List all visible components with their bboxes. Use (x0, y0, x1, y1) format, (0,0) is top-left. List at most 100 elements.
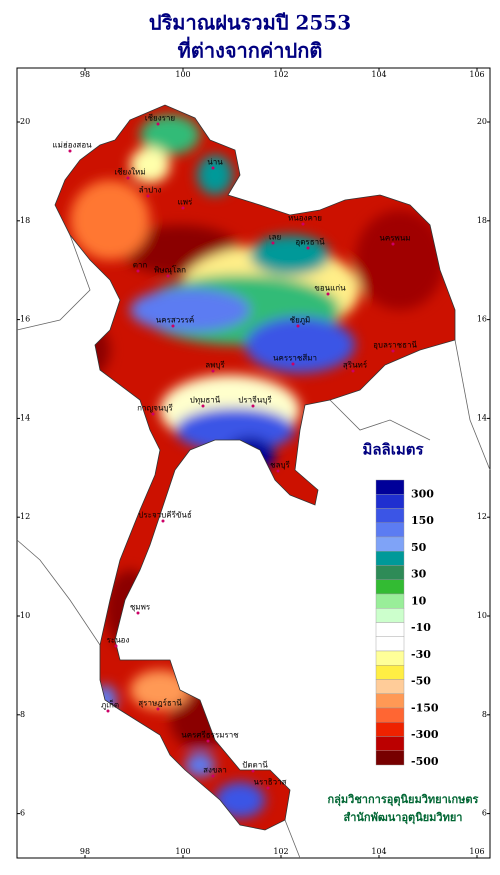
station-dot (106, 709, 110, 713)
legend-swatch (375, 593, 405, 609)
station-dot (211, 369, 215, 373)
place-label: แพร่ (178, 198, 193, 207)
lat-tick-label: 10 (477, 611, 487, 620)
place-label: อุบลราชธานี (373, 341, 417, 350)
lon-tick-label: 104 (371, 70, 386, 79)
station-dot (251, 769, 255, 773)
lat-tick-label: 12 (20, 512, 30, 521)
legend-swatch (375, 551, 405, 566)
lat-tick-label: 8 (482, 710, 487, 719)
place-label: เลย (269, 233, 281, 242)
station-dot (306, 246, 310, 250)
legend-label: 150 (411, 514, 434, 527)
station-dot (291, 362, 295, 366)
legend-label: 30 (411, 568, 427, 581)
legend-label: 50 (411, 541, 427, 554)
legend-label: -150 (411, 701, 439, 714)
station-dot (156, 707, 160, 711)
legend-label: 10 (411, 594, 427, 607)
lat-tick-label: 12 (477, 512, 487, 521)
place-label: ลพบุรี (205, 361, 225, 370)
station-dot (171, 324, 175, 328)
subtitle: ที่ต่างจากค่าปกติ (178, 36, 323, 63)
lat-tick-label: 16 (20, 315, 30, 324)
station-dot (326, 292, 330, 296)
lat-tick-label: 18 (20, 216, 30, 225)
place-label: ปทุมธานี (190, 396, 221, 405)
lat-tick-label: 18 (477, 216, 487, 225)
station-dot (301, 222, 305, 226)
lat-tick-label: 10 (20, 611, 30, 620)
lon-tick-label: 106 (469, 70, 484, 79)
station-dot (211, 774, 215, 778)
lat-tick-label: 8 (20, 710, 25, 719)
legend-swatch (375, 665, 405, 680)
station-dot (251, 404, 255, 408)
legend-swatch (375, 565, 405, 580)
place-label: เชียงราย (145, 114, 175, 123)
lon-tick-label: 100 (175, 847, 190, 856)
legend-swatch (375, 707, 405, 723)
lat-tick-label: 6 (20, 809, 25, 818)
station-dot (391, 242, 395, 246)
legend-swatch (375, 579, 405, 595)
station-dot (161, 519, 165, 523)
station-dot (126, 176, 130, 180)
legend-label: -10 (411, 621, 431, 634)
station-dot (211, 166, 215, 170)
station-dot (206, 739, 210, 743)
legend-swatch (375, 679, 405, 694)
place-label: สงขลา (203, 766, 227, 775)
place-label: เชียงใหม่ (114, 168, 145, 177)
station-dot (201, 404, 205, 408)
place-label: ประจวบคีรีขันธ์ (138, 510, 192, 520)
place-label: ชัยภูมิ (290, 316, 311, 326)
footer-line: กลุ่มวิชาการอุตุนิยมวิทยาเกษตร (328, 793, 479, 807)
legend-swatch (375, 650, 405, 666)
legend-title: มิลลิเมตร (362, 441, 424, 459)
place-label: นครพนม (379, 234, 410, 243)
neighbour-borders (16, 234, 491, 859)
place-label: นครศรีธรรมราช (181, 731, 239, 740)
legend-swatch (375, 750, 405, 766)
place-label: ตาก (133, 261, 148, 270)
place-label: แม่ฮ่องสอน (52, 141, 92, 150)
lat-tick-label: 20 (20, 117, 30, 126)
station-dot (351, 369, 355, 373)
legend-swatch (375, 494, 405, 509)
legend-swatch (375, 522, 405, 538)
legend-swatch (375, 722, 405, 737)
lon-tick-label: 98 (80, 847, 90, 856)
lat-tick-label: 16 (477, 315, 487, 324)
place-label: ลำปาง (139, 186, 162, 195)
place-label: ภูเก็ต (101, 700, 119, 711)
place-label: สุรินทร์ (343, 360, 368, 370)
place-label: ชุมพร (130, 603, 151, 612)
station-dot (156, 122, 160, 126)
place-label: กาญจนบุรี (137, 404, 173, 413)
station-dot (276, 469, 280, 473)
station-dot (181, 206, 185, 210)
lon-tick-label: 104 (371, 847, 386, 856)
legend-swatch (375, 736, 405, 751)
legend-label: -500 (411, 755, 439, 768)
station-dot (68, 149, 72, 153)
station-dot (271, 241, 275, 245)
station-dot (391, 349, 395, 353)
station-dot (114, 644, 118, 648)
place-label: ระนอง (107, 636, 130, 645)
legend: 300 150 50 30 10 -10 -30 -50 -150 -300 -500 (375, 479, 439, 768)
place-label: ชลบุรี (270, 461, 290, 470)
place-label: พิษณุโลก (154, 265, 186, 275)
station-dot (296, 324, 300, 328)
legend-swatch (375, 536, 405, 552)
lon-tick-label: 106 (469, 847, 484, 856)
lon-tick-label: 98 (80, 70, 90, 79)
tick-labels: 98 98 100 100 102 102 104 104 106 106 6 6 8 8 10 10 12 12… (17, 68, 490, 858)
place-label: นครราชสีมา (273, 354, 317, 363)
legend-swatch (375, 693, 405, 709)
lon-tick-label: 102 (273, 70, 288, 79)
place-label: ปราจีนบุรี (238, 396, 272, 405)
